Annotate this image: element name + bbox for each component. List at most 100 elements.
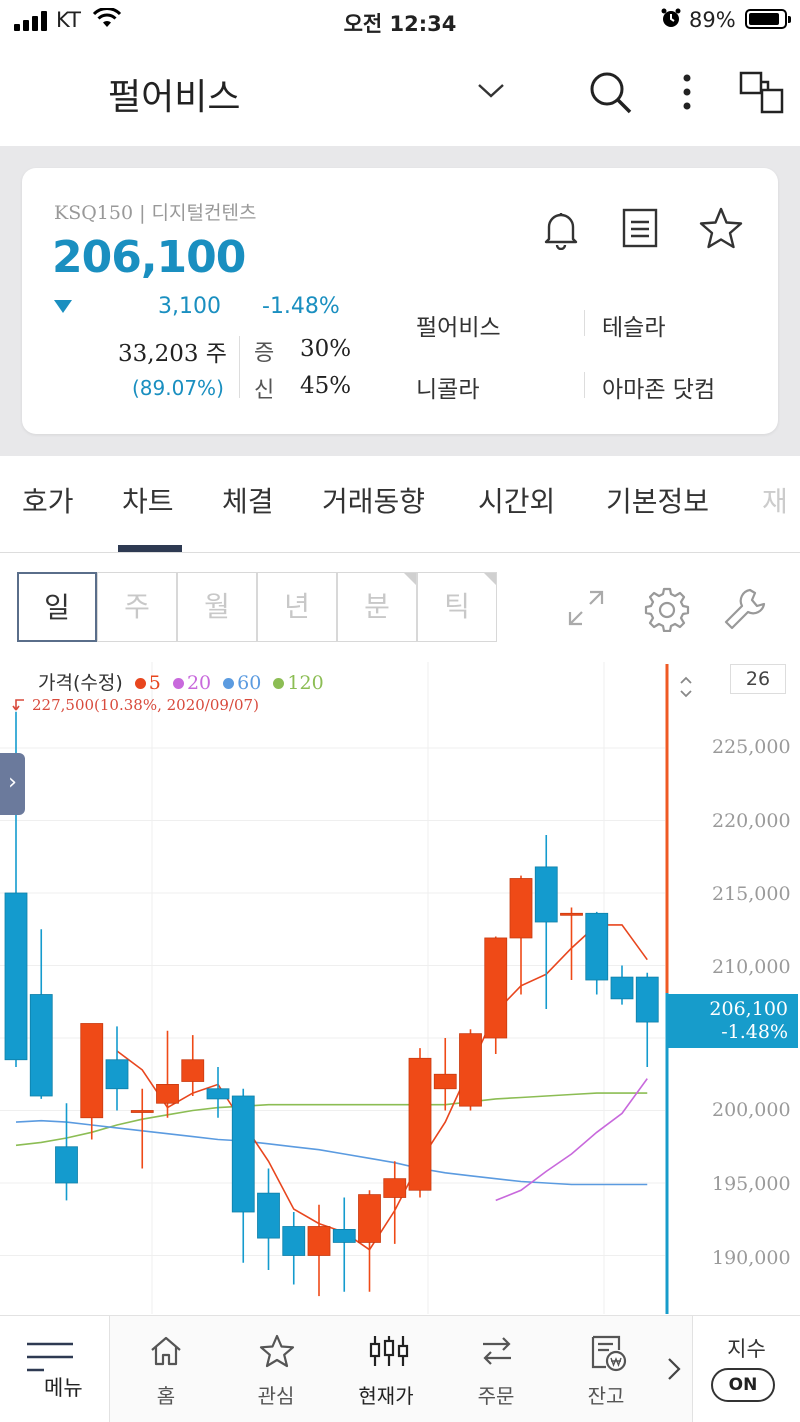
market-label: KSQ150 | 디지털컨텐츠 bbox=[54, 202, 257, 224]
menu-button[interactable]: 메뉴 bbox=[0, 1316, 110, 1422]
candle-body bbox=[105, 1059, 129, 1090]
index-on-toggle[interactable]: ON bbox=[711, 1368, 775, 1402]
price-chart[interactable] bbox=[0, 660, 800, 1315]
legend-ma20: 20 bbox=[186, 672, 212, 694]
candlestick-icon bbox=[369, 1336, 409, 1366]
legend-ma5: 5 bbox=[148, 672, 161, 694]
margin-value-2: 45% bbox=[300, 373, 352, 399]
side-panel-handle[interactable]: › bbox=[0, 753, 25, 815]
nav-current-price[interactable]: 현재가 bbox=[336, 1316, 436, 1422]
y-tick: 190,000 bbox=[712, 1247, 791, 1269]
memo-icon[interactable] bbox=[622, 208, 658, 252]
period-week[interactable]: 주 bbox=[97, 572, 177, 642]
nav-order-label: 주문 bbox=[477, 1384, 515, 1408]
candle-body bbox=[206, 1088, 230, 1100]
related-stock-1[interactable]: 펄어비스 bbox=[416, 315, 501, 341]
expand-icon[interactable] bbox=[566, 588, 606, 632]
index-toggle-cell: 지수 ON bbox=[692, 1316, 800, 1422]
legend-dot-ma60 bbox=[223, 678, 235, 689]
candle-body bbox=[560, 912, 583, 916]
nav-watchlist-label: 관심 bbox=[257, 1384, 295, 1408]
current-price-tag-value: 206,100 bbox=[709, 998, 788, 1020]
chevron-right-icon[interactable] bbox=[666, 1356, 682, 1386]
candle-body bbox=[484, 937, 508, 1039]
bottom-navigation: 메뉴 홈 관심 현재가 주문 잔고 지수 ON bbox=[0, 1315, 800, 1422]
bell-icon[interactable] bbox=[540, 208, 582, 254]
nav-balance[interactable]: 잔고 bbox=[556, 1316, 656, 1422]
down-arrow-icon bbox=[54, 300, 72, 313]
price-change-percent: -1.48% bbox=[262, 294, 340, 319]
nav-current-price-label: 현재가 bbox=[358, 1384, 414, 1408]
candle-body bbox=[282, 1226, 306, 1256]
candlestick-chart[interactable] bbox=[0, 660, 800, 1315]
candle-count-box[interactable]: 26 bbox=[730, 664, 786, 694]
candle-body bbox=[585, 912, 609, 981]
ma60-line bbox=[15, 1119, 648, 1186]
scroll-toggle-icon[interactable] bbox=[678, 674, 694, 704]
tab-trades[interactable]: 체결 bbox=[222, 485, 274, 518]
related-stock-2[interactable]: 테슬라 bbox=[602, 315, 666, 341]
status-bar: KT 오전 12:34 89% bbox=[0, 0, 800, 40]
chart-legend: 가격(수정) 5 20 60 120 bbox=[38, 668, 324, 695]
divider bbox=[0, 552, 800, 553]
period-minute[interactable]: 분 bbox=[337, 572, 417, 642]
candle-body bbox=[358, 1194, 381, 1243]
candle-body bbox=[383, 1178, 407, 1198]
candle-body bbox=[610, 976, 634, 1000]
y-tick: 220,000 bbox=[712, 810, 791, 832]
tab-orderbook[interactable]: 호가 bbox=[22, 485, 74, 518]
candle-body bbox=[459, 1033, 482, 1107]
ma20-line bbox=[495, 1078, 648, 1202]
y-tick: 200,000 bbox=[712, 1099, 791, 1121]
exchange-arrows-icon bbox=[483, 1337, 511, 1365]
nav-balance-label: 잔고 bbox=[587, 1384, 625, 1408]
multi-window-icon[interactable] bbox=[738, 70, 786, 120]
stock-name-title[interactable]: 펄어비스 bbox=[108, 77, 241, 118]
candle-body bbox=[257, 1192, 280, 1239]
period-year[interactable]: 년 bbox=[257, 572, 337, 642]
candle-body bbox=[408, 1057, 432, 1191]
star-icon[interactable] bbox=[698, 206, 744, 254]
candle-body bbox=[509, 878, 533, 939]
candle-body bbox=[433, 1073, 457, 1090]
max-arrow-icon bbox=[12, 697, 26, 716]
wrench-icon[interactable] bbox=[722, 586, 770, 636]
ma120-line bbox=[15, 1092, 648, 1147]
related-stock-3[interactable]: 니콜라 bbox=[416, 377, 480, 403]
legend-title: 가격(수정) bbox=[38, 672, 123, 694]
search-icon[interactable] bbox=[588, 70, 634, 120]
tab-more[interactable]: 재 bbox=[762, 485, 788, 518]
clock: 오전 12:34 bbox=[343, 12, 457, 36]
more-vertical-icon[interactable] bbox=[680, 72, 694, 116]
home-icon bbox=[151, 1336, 181, 1366]
chevron-down-icon[interactable] bbox=[476, 80, 506, 104]
signal-icon bbox=[14, 11, 50, 31]
period-month[interactable]: 월 bbox=[177, 572, 257, 642]
nav-home-label: 홈 bbox=[156, 1384, 176, 1408]
current-price: 206,100 bbox=[52, 232, 246, 283]
price-change: 3,100 bbox=[158, 294, 221, 319]
candle-body bbox=[29, 994, 53, 1097]
settings-gear-icon[interactable] bbox=[644, 586, 690, 636]
tab-basic-info[interactable]: 기본정보 bbox=[606, 485, 710, 518]
tab-after-hours[interactable]: 시간외 bbox=[478, 485, 556, 518]
hamburger-icon bbox=[27, 1342, 73, 1372]
candle-body bbox=[332, 1229, 356, 1243]
period-tick[interactable]: 틱 bbox=[417, 572, 497, 642]
legend-dot-ma5 bbox=[134, 678, 146, 689]
candle-body bbox=[80, 1023, 104, 1119]
candle-body bbox=[181, 1059, 205, 1082]
balance-icon bbox=[591, 1335, 627, 1372]
nav-home[interactable]: 홈 bbox=[116, 1316, 216, 1422]
candle-body bbox=[534, 866, 558, 923]
divider bbox=[584, 310, 585, 336]
sector-label: | 디지털컨텐츠 bbox=[139, 202, 257, 224]
y-tick: 195,000 bbox=[712, 1173, 791, 1195]
nav-order[interactable]: 주문 bbox=[446, 1316, 546, 1422]
stock-summary-card: KSQ150 | 디지털컨텐츠 206,100 3,100 -1.48% 33,… bbox=[22, 168, 778, 434]
tab-trading-trend[interactable]: 거래동향 bbox=[322, 485, 426, 518]
nav-watchlist[interactable]: 관심 bbox=[226, 1316, 326, 1422]
period-day[interactable]: 일 bbox=[17, 572, 97, 642]
tab-chart[interactable]: 차트 bbox=[122, 485, 174, 518]
related-stock-4[interactable]: 아마존 닷컴 bbox=[602, 377, 716, 403]
